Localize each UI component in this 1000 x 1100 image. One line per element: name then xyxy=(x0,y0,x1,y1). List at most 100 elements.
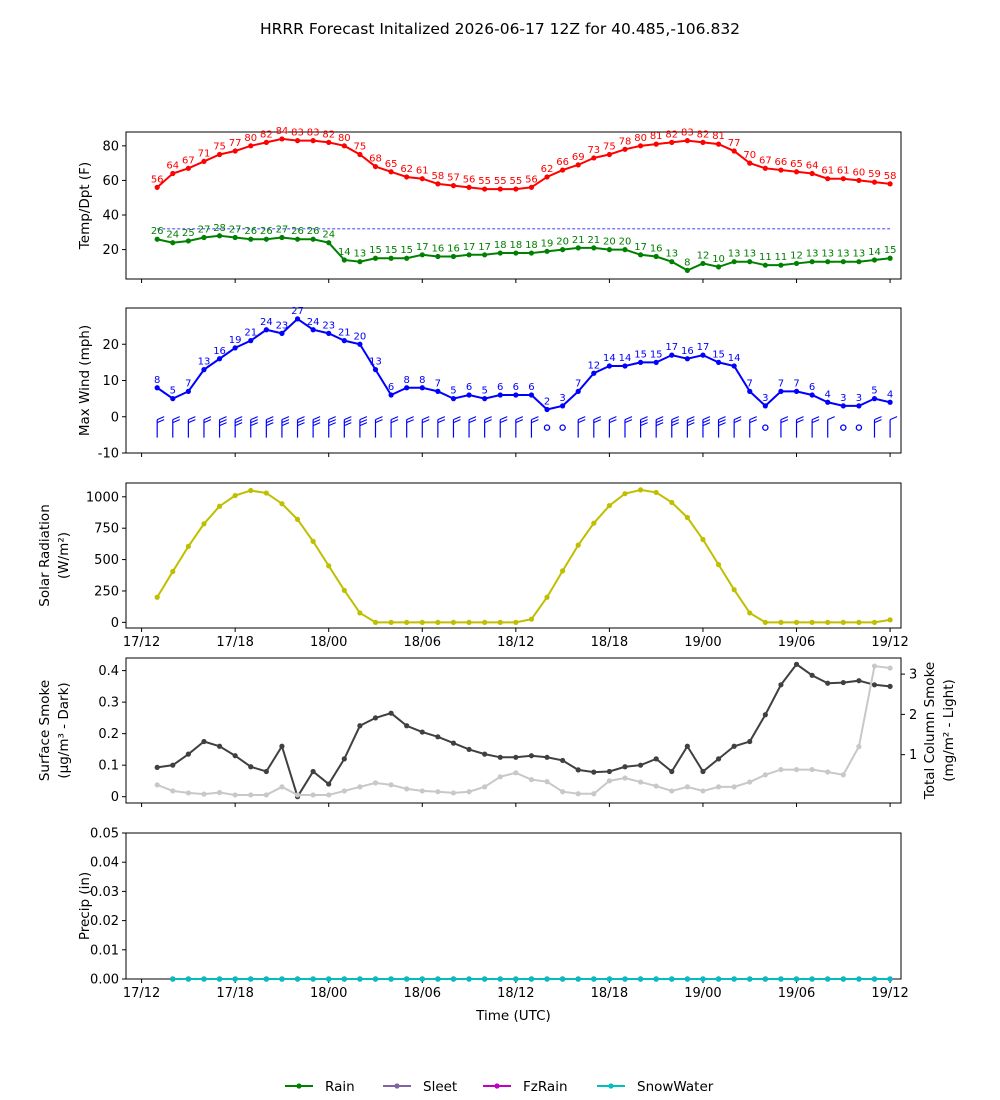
data-point xyxy=(248,792,254,798)
data-label: 20 xyxy=(354,331,367,342)
data-point xyxy=(560,247,566,253)
data-point xyxy=(637,762,644,768)
wind-barb-flag xyxy=(531,419,539,424)
data-point xyxy=(294,236,301,242)
data-point xyxy=(404,786,410,792)
data-point xyxy=(388,255,394,261)
data-label: 24 xyxy=(166,230,179,241)
data-point xyxy=(809,392,815,398)
data-label: 55 xyxy=(478,176,491,187)
wind-barb-flag xyxy=(827,416,835,421)
data-point xyxy=(793,169,800,175)
wind-barb-flag xyxy=(484,419,492,424)
data-point xyxy=(201,367,207,373)
data-label: 24 xyxy=(322,230,335,241)
data-label: 80 xyxy=(244,133,257,144)
data-point xyxy=(528,392,535,398)
data-label: 13 xyxy=(821,249,834,260)
data-label: 21 xyxy=(572,235,585,246)
data-label: 83 xyxy=(291,128,304,139)
legend: Rain Sleet FzRain SnowWater xyxy=(285,1079,714,1095)
data-label: 65 xyxy=(790,159,803,170)
data-point xyxy=(887,976,893,982)
wind-barb-flag xyxy=(297,416,305,421)
series-solar-radiation-0 xyxy=(154,487,893,625)
legend-label: Rain xyxy=(325,1079,355,1095)
data-point xyxy=(310,327,316,333)
data-point xyxy=(887,255,893,261)
wind-barb-flag xyxy=(219,416,227,421)
legend-marker xyxy=(494,1083,500,1089)
x-tick-label: 19/06 xyxy=(778,986,815,1001)
wind-barb-flag xyxy=(702,416,711,421)
wind-barb-flag xyxy=(406,416,414,421)
wind-barb-flag xyxy=(266,416,274,421)
data-point xyxy=(762,403,768,409)
wind-barb-flag xyxy=(500,419,508,424)
legend-label: Sleet xyxy=(423,1079,457,1095)
wind-barb-flag xyxy=(172,419,180,424)
wind-barb-flag xyxy=(328,419,336,424)
y2-tick-label: 2 xyxy=(909,708,917,723)
data-label: 27 xyxy=(291,306,304,317)
data-label: 26 xyxy=(291,226,304,237)
data-label: 11 xyxy=(759,252,772,263)
data-point xyxy=(497,186,503,192)
data-point xyxy=(326,139,332,145)
data-point xyxy=(435,976,441,982)
data-point xyxy=(357,976,363,982)
data-label: 17 xyxy=(463,242,476,253)
wind-barb-flag xyxy=(687,422,695,427)
wind-barb-flag xyxy=(344,419,352,424)
wind-barb-flag xyxy=(796,416,804,421)
y-axis-title: Max Wind (mph) xyxy=(77,325,93,436)
data-point xyxy=(248,143,254,149)
data-point xyxy=(684,976,690,982)
data-label: 21 xyxy=(244,328,257,339)
data-point xyxy=(653,359,659,365)
data-label: 7 xyxy=(185,378,191,389)
data-point xyxy=(482,252,488,258)
data-point xyxy=(809,672,815,678)
data-point xyxy=(528,777,535,783)
data-point xyxy=(466,184,472,190)
data-label: 81 xyxy=(712,131,725,142)
data-point xyxy=(482,186,488,192)
data-point xyxy=(310,138,316,144)
data-point xyxy=(856,678,862,684)
wind-barb-flag xyxy=(312,422,321,427)
data-point xyxy=(871,179,878,185)
data-label: 64 xyxy=(806,161,819,172)
data-point xyxy=(513,976,519,982)
data-point xyxy=(154,184,160,190)
series-line xyxy=(156,664,891,796)
data-point xyxy=(856,403,862,409)
y-tick-label: 0.2 xyxy=(98,727,119,742)
data-label: 27 xyxy=(229,224,242,235)
data-point xyxy=(731,148,737,154)
wind-barb-calm xyxy=(840,424,847,431)
data-point xyxy=(450,976,457,982)
data-point xyxy=(388,619,394,625)
data-label: 56 xyxy=(151,174,164,185)
data-point xyxy=(700,976,706,982)
data-point xyxy=(232,492,238,499)
data-label: 4 xyxy=(825,389,831,400)
data-point xyxy=(887,617,893,623)
wind-barb-flag xyxy=(577,416,586,421)
y-tick-label: -10 xyxy=(98,447,119,462)
wind-barb-flag xyxy=(250,422,258,427)
data-point xyxy=(669,352,675,358)
wind-barb-flag xyxy=(156,419,165,424)
wind-barb-flag xyxy=(500,416,508,421)
data-point xyxy=(560,403,566,409)
data-label: 7 xyxy=(793,378,799,389)
data-point xyxy=(544,594,550,600)
data-point xyxy=(232,234,238,241)
y-tick-label: 0.00 xyxy=(90,973,119,988)
data-point xyxy=(575,767,581,773)
data-point xyxy=(778,167,784,173)
data-point xyxy=(653,489,659,496)
data-label: 18 xyxy=(494,240,507,251)
data-label: 82 xyxy=(697,129,710,140)
